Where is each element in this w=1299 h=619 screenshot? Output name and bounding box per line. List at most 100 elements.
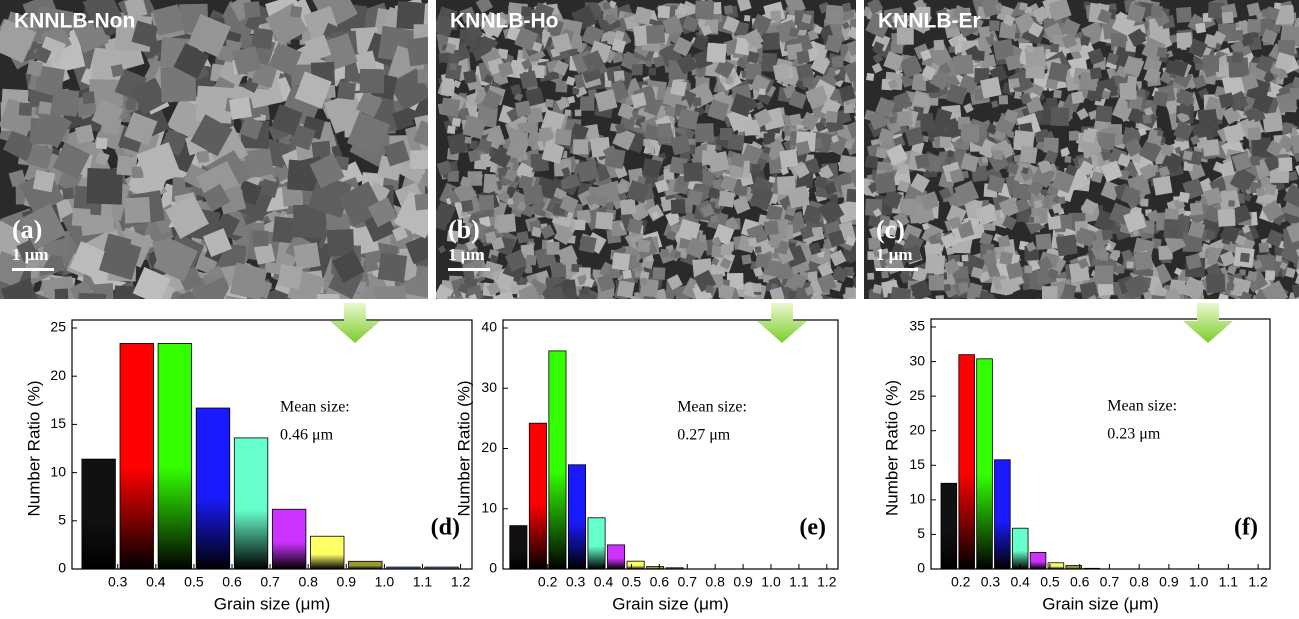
grain [82, 91, 96, 105]
grain [1240, 32, 1255, 47]
bar [81, 458, 116, 570]
bar [587, 517, 606, 570]
grain [228, 96, 253, 120]
grain [1046, 298, 1059, 299]
grain [937, 117, 962, 142]
grain [1024, 265, 1033, 274]
grain [531, 203, 543, 214]
grain [531, 2, 555, 25]
grain [825, 110, 838, 123]
grain [1258, 242, 1270, 253]
grain [1143, 107, 1154, 117]
grain [694, 0, 715, 20]
grain [796, 50, 811, 65]
grain [602, 145, 619, 162]
grain [845, 287, 855, 298]
y-tick-label: 10 [909, 491, 925, 507]
grain [292, 204, 326, 238]
grain [729, 164, 744, 179]
grain [707, 151, 730, 173]
grain [993, 149, 1004, 160]
grain [1195, 22, 1207, 34]
grain [883, 51, 904, 72]
x-tick-label: 0.5 [1040, 574, 1060, 590]
grain [1187, 221, 1206, 239]
arrow [757, 303, 807, 343]
grain [525, 254, 537, 266]
grain [940, 232, 958, 250]
grain [1126, 3, 1146, 23]
grain [578, 235, 597, 254]
grain [611, 252, 631, 271]
y-tick-label: 25 [909, 387, 925, 403]
grain [459, 107, 470, 118]
arrows [330, 303, 1233, 343]
grain [852, 276, 856, 288]
grain [583, 277, 595, 288]
grain [517, 201, 527, 212]
grain [495, 272, 515, 292]
x-tick-label: 0.8 [298, 574, 318, 590]
grain [1142, 114, 1152, 124]
chart: 0 5 10 15 20 25 0.3 0.4 0.5 0.6 0.7 0.8 0.9 1.0 1.1 1.2… [24, 319, 473, 613]
grain [132, 266, 171, 299]
grain [251, 27, 274, 50]
grain [669, 156, 688, 175]
grain [789, 113, 803, 127]
grain [587, 88, 598, 99]
grain [1027, 46, 1034, 53]
grain [872, 52, 884, 64]
grain [71, 207, 91, 227]
grain [0, 220, 31, 267]
grain [332, 250, 365, 283]
grain [819, 116, 828, 125]
grain [1095, 105, 1113, 123]
grain [882, 189, 903, 210]
grain [1047, 268, 1059, 280]
grain [436, 14, 456, 38]
grain [514, 100, 532, 117]
grain [802, 204, 823, 225]
grain [833, 73, 843, 83]
grain [643, 98, 662, 117]
grain [682, 15, 700, 33]
grain [516, 230, 530, 244]
grain [758, 272, 765, 280]
grain [963, 102, 974, 114]
grain [926, 42, 953, 69]
grain [910, 173, 930, 193]
grain [406, 36, 428, 67]
grain [547, 18, 564, 36]
grain [1188, 38, 1208, 58]
grain [943, 283, 951, 292]
grain [676, 2, 690, 16]
grain [868, 109, 889, 131]
grain [997, 234, 1011, 249]
grain [82, 0, 122, 29]
grain [1239, 252, 1250, 263]
grain [1138, 139, 1162, 163]
grain [1217, 187, 1241, 211]
grain [553, 225, 574, 245]
grain [999, 274, 1021, 296]
grain [666, 274, 683, 290]
x-tick-label: 0.6 [1070, 574, 1090, 590]
grain [903, 245, 922, 264]
grain [480, 11, 508, 38]
grain [1251, 137, 1273, 159]
grain [956, 15, 979, 38]
grain [999, 251, 1013, 266]
x-tick-label: 0.5 [622, 574, 642, 590]
grain [62, 187, 75, 200]
grain [928, 275, 945, 291]
grain [1088, 294, 1098, 299]
x-tick-label: 1.1 [789, 574, 809, 590]
grain [484, 231, 497, 244]
grain [253, 243, 276, 265]
x-tick-label: 0.7 [1100, 574, 1120, 590]
grain [805, 85, 830, 110]
grain [447, 132, 470, 155]
grain [1228, 57, 1249, 78]
y-tick-label: 5 [917, 525, 925, 541]
grain [960, 124, 980, 143]
